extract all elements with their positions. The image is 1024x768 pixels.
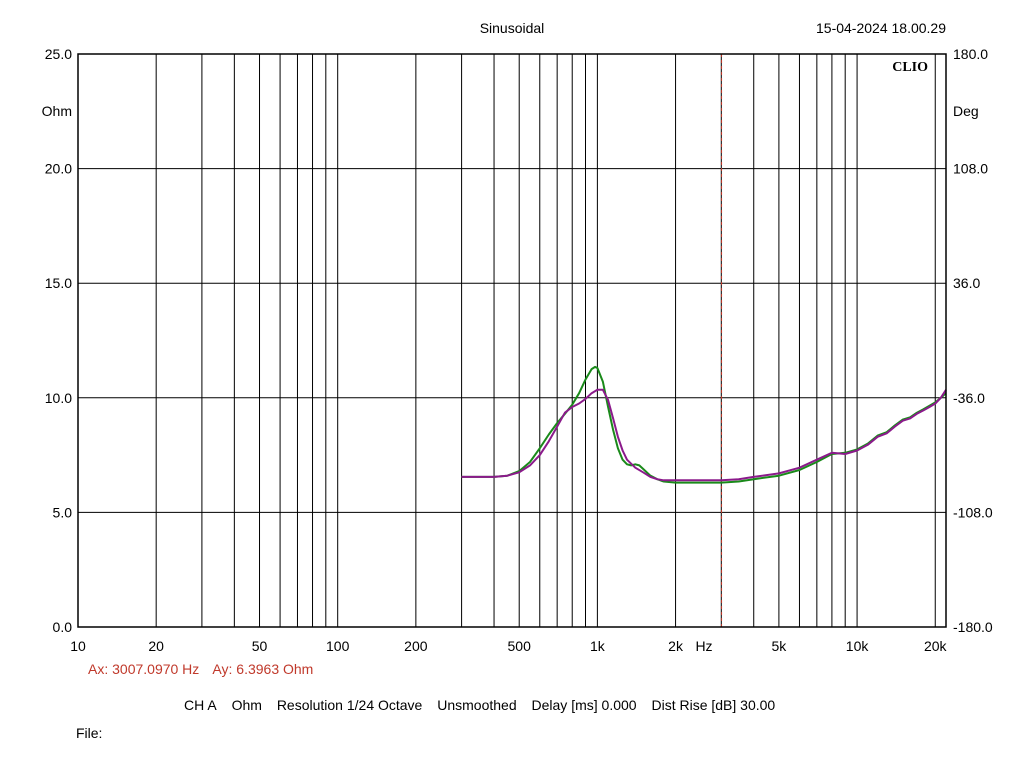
x-tick-label: 50 bbox=[252, 638, 268, 654]
channel-label: CH A bbox=[184, 697, 217, 713]
timestamp: 15-04-2024 18.00.29 bbox=[816, 20, 946, 36]
brand-logo: CLIO bbox=[892, 60, 928, 75]
x-axis-label: Hz bbox=[695, 638, 712, 654]
x-tick-label: 10k bbox=[846, 638, 870, 654]
cursor-readout: Ax: 3007.0970 Hz Ay: 6.3963 Ohm bbox=[88, 661, 323, 677]
x-tick-label: 1k bbox=[590, 638, 606, 654]
measurement-info: CH A Ohm Resolution 1/24 Octave Unsmooth… bbox=[184, 697, 786, 713]
y2-axis-label: Deg bbox=[953, 103, 979, 119]
y2-tick-label: -108.0 bbox=[953, 504, 993, 520]
series-lines bbox=[461, 365, 947, 484]
y-tick-label: 0.0 bbox=[53, 619, 73, 635]
y-tick-label: 10.0 bbox=[45, 390, 72, 406]
y-axis-ticks: 0.0 5.0 10.0 15.0 20.0 25.0 bbox=[45, 46, 72, 635]
y2-tick-label: -36.0 bbox=[953, 390, 985, 406]
resolution-label: Resolution 1/24 Octave bbox=[276, 697, 423, 713]
x-tick-label: 500 bbox=[508, 638, 532, 654]
delay-label: Delay [ms] 0.000 bbox=[531, 697, 637, 713]
x-tick-label: 20 bbox=[148, 638, 164, 654]
unit-label: Ohm bbox=[231, 697, 262, 713]
grid bbox=[78, 54, 946, 627]
x-tick-label: 20k bbox=[924, 638, 948, 654]
y2-tick-label: 108.0 bbox=[953, 161, 988, 177]
x-tick-label: 2k bbox=[668, 638, 684, 654]
y2-tick-label: 36.0 bbox=[953, 275, 980, 291]
cursor-y-value: Ay: 6.3963 Ohm bbox=[212, 661, 314, 677]
series-line-2 bbox=[461, 388, 947, 482]
chart-title: Sinusoidal bbox=[479, 20, 545, 36]
x-tick-label: 100 bbox=[326, 638, 350, 654]
series-line-1 bbox=[461, 365, 947, 484]
y-axis-label: Ohm bbox=[42, 103, 72, 119]
y-tick-label: 25.0 bbox=[45, 46, 72, 62]
x-tick-label: 200 bbox=[404, 638, 428, 654]
y-tick-label: 20.0 bbox=[45, 161, 72, 177]
y2-tick-label: -180.0 bbox=[953, 619, 993, 635]
x-axis-ticks: 10 20 50 100 200 500 1k 2k 5k 10k 20k bbox=[70, 638, 947, 654]
y-tick-label: 5.0 bbox=[53, 504, 73, 520]
y2-tick-label: 180.0 bbox=[953, 46, 988, 62]
x-tick-label: 10 bbox=[70, 638, 86, 654]
dist-rise-label: Dist Rise [dB] 30.00 bbox=[651, 697, 776, 713]
y-tick-label: 15.0 bbox=[45, 275, 72, 291]
plot-frame bbox=[77, 53, 947, 628]
cursor-x-value: Ax: 3007.0970 Hz bbox=[88, 661, 200, 677]
file-label: File: bbox=[76, 725, 103, 741]
y2-axis-ticks: -180.0 -108.0 -36.0 36.0 108.0 180.0 bbox=[953, 46, 993, 635]
smoothing-label: Unsmoothed bbox=[437, 697, 517, 713]
x-tick-label: 5k bbox=[772, 638, 788, 654]
